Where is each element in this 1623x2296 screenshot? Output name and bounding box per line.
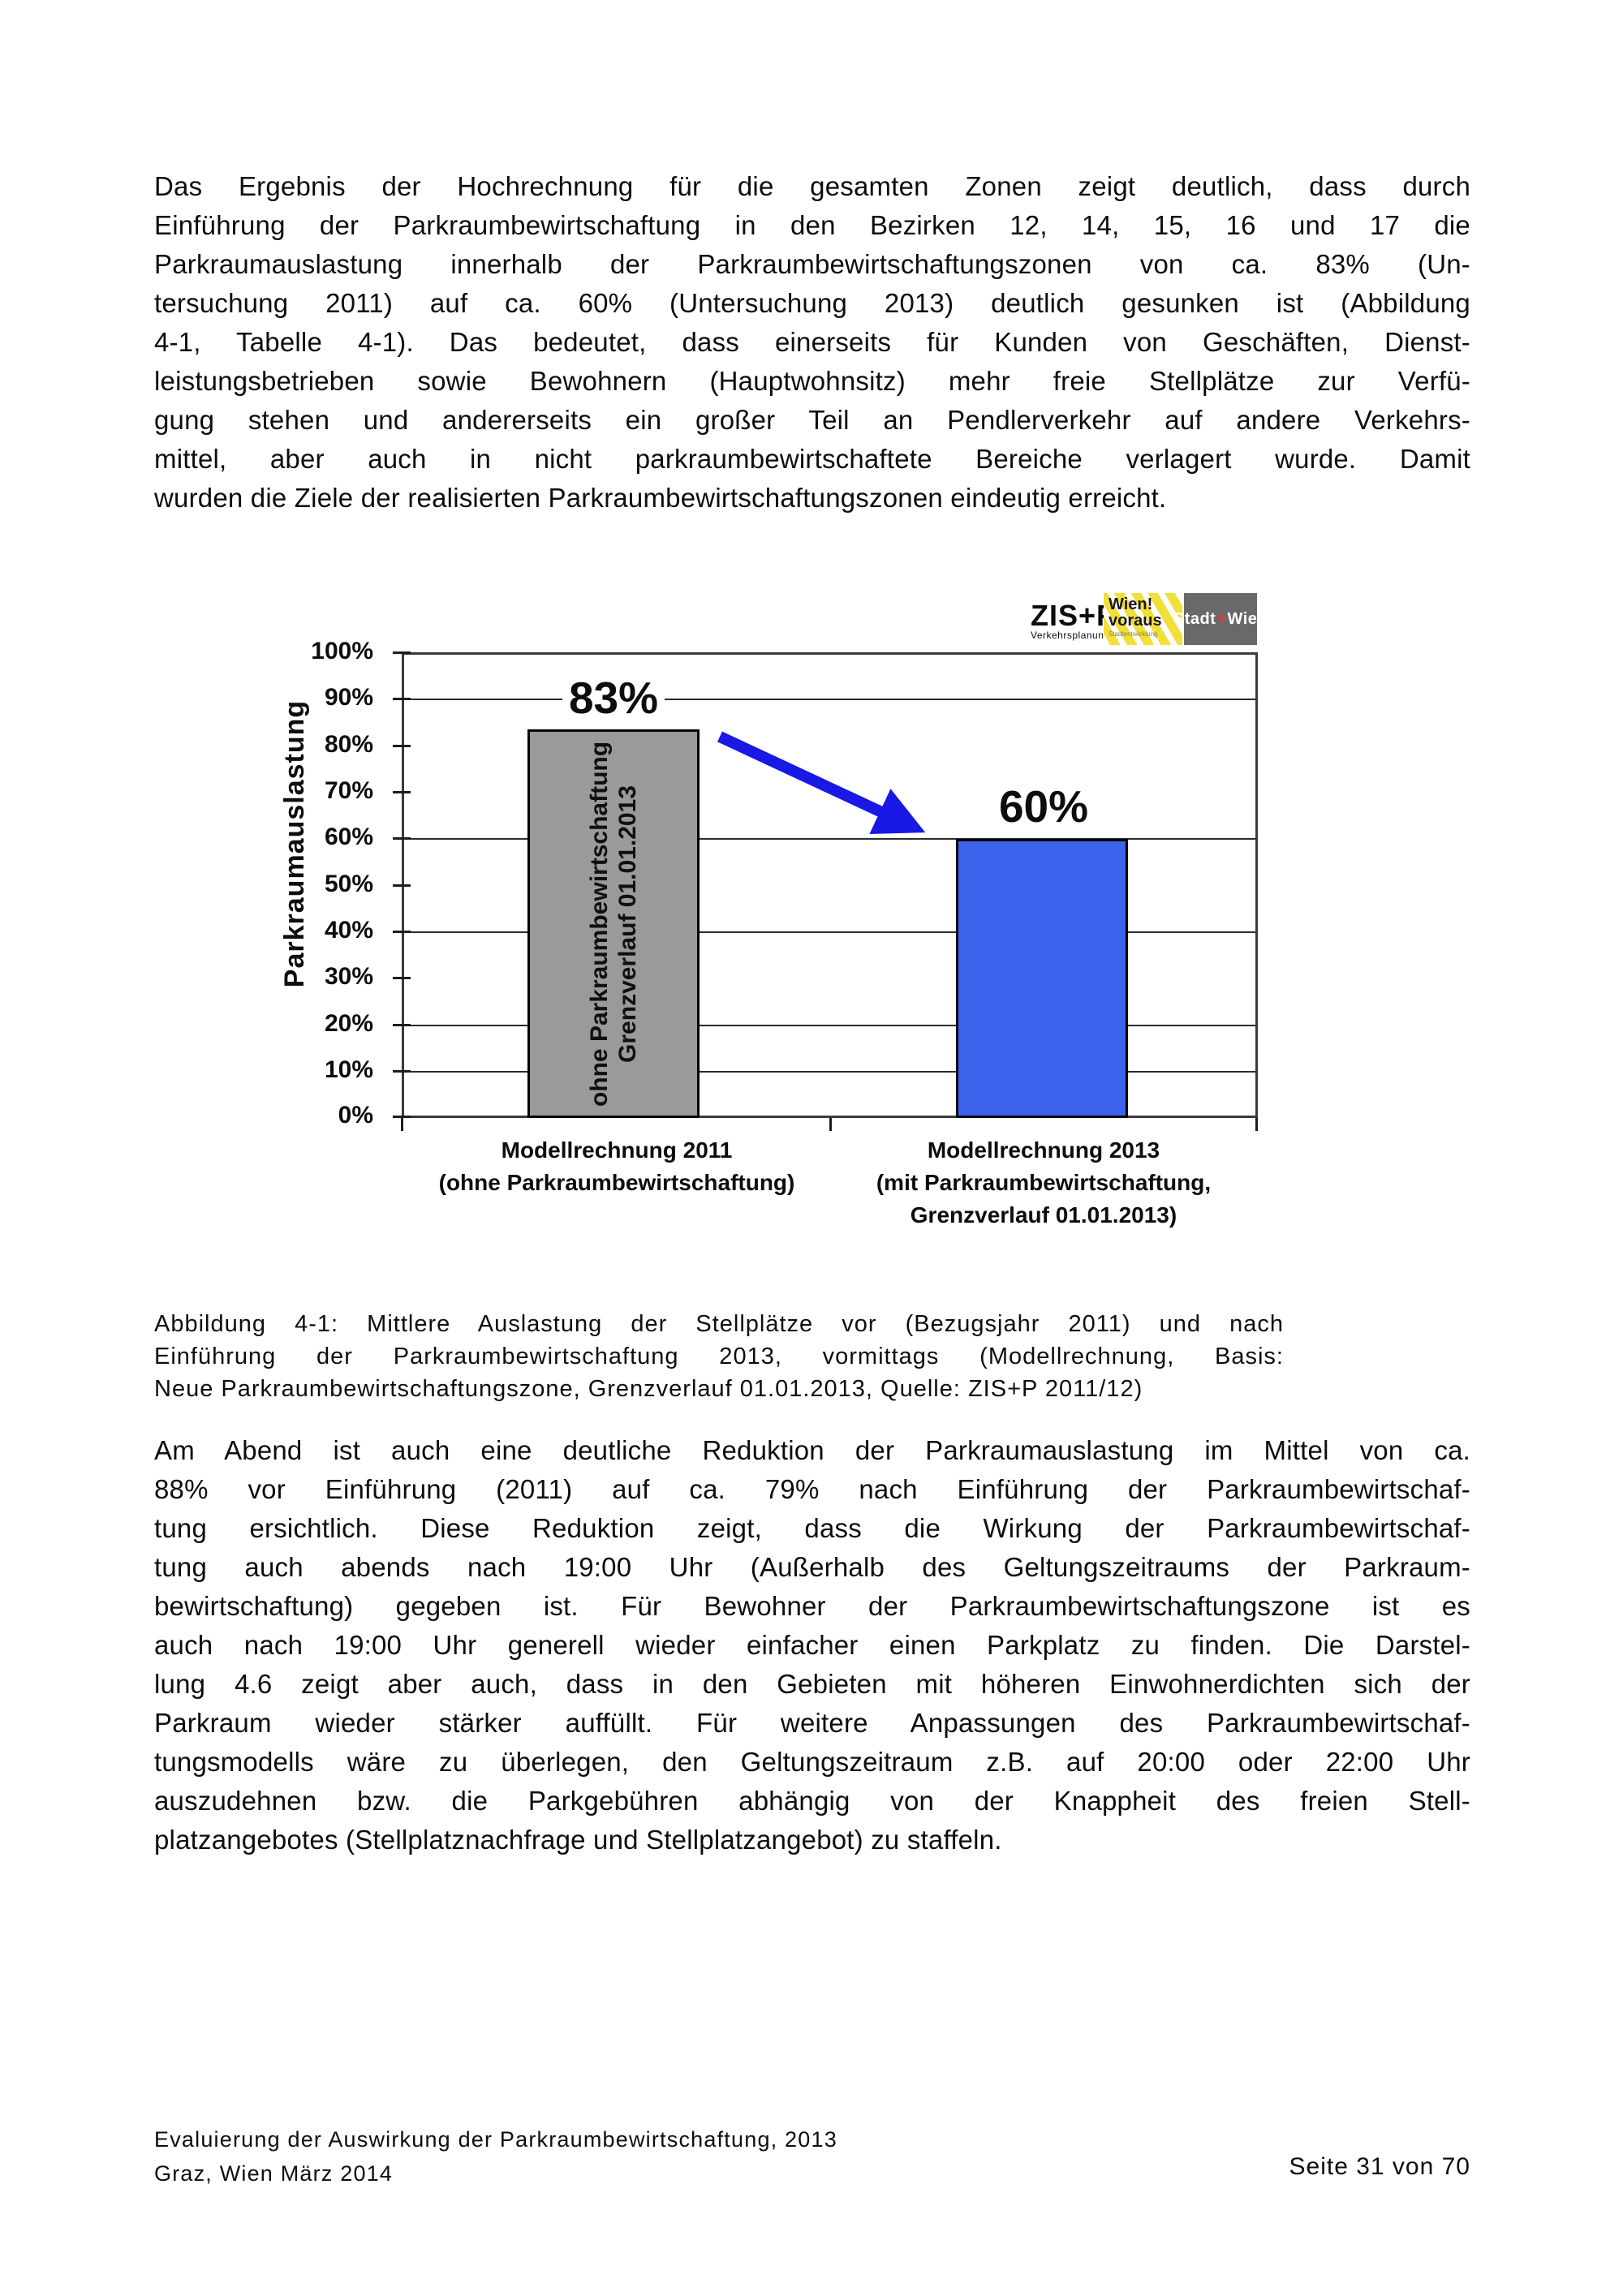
gridline-40 — [404, 931, 1255, 933]
paragraph-1-line: mittel, aber auch in nicht parkraumbewir… — [154, 444, 1470, 474]
category-2011-line2: (ohne Parkraumbewirtschaftung) — [438, 1170, 795, 1195]
y-tick-label: 90% — [324, 684, 373, 711]
y-tick — [393, 977, 411, 979]
paragraph-2: Am Abend ist auch eine deutliche Redukti… — [154, 1431, 1470, 1860]
y-tick-label: 10% — [324, 1056, 373, 1083]
x-tick — [401, 1118, 403, 1131]
paragraph-1-line: gung stehen und andererseits ein großer … — [154, 405, 1470, 435]
y-tick-label: 20% — [324, 1010, 373, 1037]
y-tick-label: 60% — [324, 823, 373, 850]
gridline-20 — [404, 1025, 1255, 1026]
category-label-2013: Modellrechnung 2013 (mit Parkraumbewirts… — [839, 1134, 1248, 1232]
paragraph-2-line: tung ersichtlich. Diese Reduktion zeigt,… — [154, 1513, 1470, 1543]
y-tick-label: 70% — [324, 777, 373, 804]
category-2013-line3: Grenzverlauf 01.01.2013) — [910, 1202, 1177, 1228]
paragraph-1-line: 4-1, Tabelle 4-1). Das bedeutet, dass ei… — [154, 327, 1470, 357]
stadt-wien-logo: Stadt + Wien — [1173, 593, 1268, 645]
footer-page-number: Seite 31 von 70 — [1289, 2153, 1470, 2180]
y-tick-label: 50% — [324, 871, 373, 897]
category-label-2011: Modellrechnung 2011 (ohne Parkraumbewirt… — [412, 1134, 821, 1199]
stadt-wien-text: Stadt — [1173, 609, 1216, 628]
y-tick — [393, 651, 411, 654]
paragraph-2-line: Am Abend ist auch eine deutliche Redukti… — [154, 1435, 1470, 1465]
figure-caption-line: Neue Parkraumbewirtschaftungszone, Grenz… — [154, 1376, 1143, 1402]
stadt-wien-plus-icon: + — [1216, 609, 1227, 628]
paragraph-1-line: leistungsbetrieben sowie Bewohnern (Haup… — [154, 366, 1470, 396]
footer-document-info: Evaluierung der Auswirkung der Parkraumb… — [154, 2122, 837, 2191]
zisp-logo-title: ZIS+P — [1031, 599, 1117, 632]
decrease-arrow-icon — [717, 731, 926, 834]
paragraph-2-line: bewirtschaftung) gegeben ist. Für Bewohn… — [154, 1591, 1470, 1621]
footer-doc-title: Evaluierung der Auswirkung der Parkraumb… — [154, 2127, 837, 2152]
paragraph-2-line: 88% vor Einführung (2011) auf ca. 79% na… — [154, 1474, 1470, 1504]
wien-voraus-line2: voraus — [1109, 612, 1162, 630]
paragraph-1-line: Parkraumauslastung innerhalb der Parkrau… — [154, 249, 1470, 279]
gridline-90 — [404, 699, 1255, 700]
y-tick-label: 40% — [324, 917, 373, 944]
y-tick-label: 80% — [324, 731, 373, 758]
stadt-wien-text: Wien — [1227, 609, 1268, 628]
wien-voraus-logo: Wien! voraus Stadtentwicklung — [1104, 593, 1182, 645]
y-tick — [393, 698, 411, 700]
category-2011-line1: Modellrechnung 2011 — [501, 1137, 733, 1163]
paragraph-2-line: lung 4.6 zeigt aber auch, dass in den Ge… — [154, 1669, 1470, 1699]
figure-caption-line: Einführung der Parkraumbewirtschaftung 2… — [154, 1344, 1284, 1369]
y-tick — [393, 884, 411, 887]
y-tick — [393, 745, 411, 747]
paragraph-1-line: wurden die Ziele der realisierten Parkra… — [154, 483, 1167, 513]
paragraph-1: Das Ergebnis der Hochrechnung für die ge… — [154, 167, 1470, 518]
paragraph-1-line: Das Ergebnis der Hochrechnung für die ge… — [154, 171, 1470, 201]
gridline-60 — [404, 838, 1255, 840]
y-tick-label: 100% — [311, 638, 373, 664]
bar-2011: ohne Parkraumbewirtschaftung Grenzverlau… — [527, 729, 700, 1118]
paragraph-2-line: auch nach 19:00 Uhr generell wieder einf… — [154, 1630, 1470, 1660]
paragraph-2-line: tungsmodells wäre zu überlegen, den Gelt… — [154, 1747, 1470, 1777]
y-tick — [393, 837, 411, 840]
footer-doc-place-date: Graz, Wien März 2014 — [154, 2161, 394, 2186]
paragraph-1-line: tersuchung 2011) auf ca. 60% (Untersuchu… — [154, 288, 1470, 318]
bar-2013 — [956, 839, 1128, 1118]
category-2013-line2: (mit Parkraumbewirtschaftung, — [876, 1170, 1212, 1195]
paragraph-2-line: tung auch abends nach 19:00 Uhr (Außerha… — [154, 1552, 1470, 1582]
x-tick — [1255, 1118, 1258, 1131]
zisp-logo: ZIS+P Verkehrsplanung — [1031, 599, 1136, 642]
bar-2013-value-label: 60% — [998, 781, 1089, 832]
y-tick — [393, 1116, 411, 1118]
y-tick-label: 30% — [324, 963, 373, 990]
y-tick — [393, 931, 411, 933]
paragraph-1-line: Einführung der Parkraumbewirtschaftung i… — [154, 210, 1470, 240]
y-tick-label: 0% — [338, 1102, 373, 1129]
figure-caption-line: Abbildung 4-1: Mittlere Auslastung der S… — [154, 1311, 1284, 1337]
paragraph-2-line: auszudehnen bzw. die Parkgebühren abhäng… — [154, 1786, 1470, 1816]
wien-voraus-line1: Wien! — [1109, 595, 1153, 613]
y-tick — [393, 791, 411, 793]
bar-2011-value-label: 83% — [492, 672, 735, 724]
paragraph-2-line: platzangebotes (Stellplatznachfrage und … — [154, 1825, 1002, 1855]
zisp-logo-subtitle: Verkehrsplanung — [1031, 630, 1110, 641]
x-tick — [829, 1118, 832, 1131]
y-tick — [393, 1024, 411, 1026]
figure-caption: Abbildung 4-1: Mittlere Auslastung der S… — [154, 1308, 1284, 1405]
paragraph-2-line: Parkraum wieder stärker auffüllt. Für we… — [154, 1708, 1470, 1738]
gridline-10 — [404, 1071, 1255, 1073]
wien-voraus-subtitle: Stadtentwicklung — [1109, 630, 1158, 638]
category-2013-line1: Modellrechnung 2013 — [927, 1137, 1160, 1163]
y-tick — [393, 1070, 411, 1073]
